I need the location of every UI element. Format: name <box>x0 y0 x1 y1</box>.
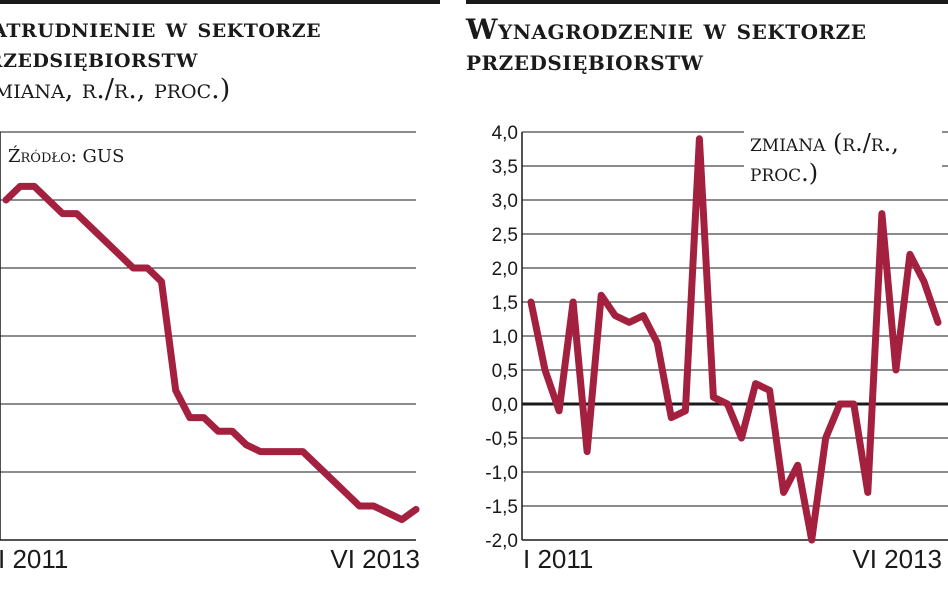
left-x-tick-label-start: I 2011 <box>0 544 68 574</box>
left-data-point <box>19 185 22 188</box>
right-data-point <box>922 280 925 283</box>
left-data-point <box>316 464 319 467</box>
right-y-tick-label: 3,5 <box>492 157 518 178</box>
right-data-point <box>796 464 799 467</box>
right-data-point <box>782 491 785 494</box>
right-x-tick-label-end: VI 2013 <box>852 544 942 574</box>
left-data-point <box>75 212 78 215</box>
right-y-tick-label: -1,5 <box>485 497 518 518</box>
left-series-line <box>2 182 420 524</box>
right-data-point <box>684 409 687 412</box>
left-data-point <box>33 185 36 188</box>
right-data-point <box>908 253 911 256</box>
left-data-point <box>245 443 248 446</box>
right-data-point <box>544 369 547 372</box>
left-data-point <box>118 253 121 256</box>
right-y-tick-label: 0,0 <box>492 395 518 416</box>
left-data-point <box>273 450 276 453</box>
right-data-point <box>768 389 771 392</box>
left-x-tick-label-end: VI 2013 <box>330 544 420 574</box>
right-data-point <box>530 301 533 304</box>
right-data-point <box>558 409 561 412</box>
right-data-point <box>866 491 869 494</box>
left-data-point <box>5 199 8 202</box>
right-data-point <box>614 314 617 317</box>
right-chart-annotation: zmiana (r./r., proc.) <box>744 128 942 190</box>
left-data-point <box>259 450 262 453</box>
left-data-point <box>386 511 389 514</box>
right-data-point <box>572 301 575 304</box>
right-y-tick-label: 0,5 <box>492 361 518 382</box>
left-data-point <box>174 389 177 392</box>
right-data-point <box>670 416 673 419</box>
left-data-point <box>132 267 135 270</box>
right-y-tick-label: 4,0 <box>492 123 518 144</box>
left-chart-title: Zatrudnienie w sektorze przedsiębiorstw <box>0 13 322 74</box>
left-data-point <box>400 518 403 521</box>
left-data-point <box>358 505 361 508</box>
right-data-point <box>880 212 883 215</box>
right-data-point <box>754 382 757 385</box>
left-data-point <box>287 450 290 453</box>
right-data-point <box>628 321 631 324</box>
left-data-point <box>217 430 220 433</box>
right-data-point <box>726 403 729 406</box>
right-data-point <box>600 294 603 297</box>
right-y-tick-label: 2,5 <box>492 225 518 246</box>
left-data-point <box>188 416 191 419</box>
right-data-point <box>642 314 645 317</box>
right-y-tick-label: 1,5 <box>492 293 518 314</box>
right-y-tick-label: 2,0 <box>492 259 518 280</box>
right-y-tick-label: 1,0 <box>492 327 518 348</box>
right-data-point <box>824 437 827 440</box>
right-data-point <box>894 369 897 372</box>
left-data-point <box>160 280 163 283</box>
right-y-tick-label: -2,0 <box>485 531 518 552</box>
left-data-point <box>47 199 50 202</box>
left-data-point <box>372 505 375 508</box>
right-x-tick-label-start: I 2011 <box>523 544 593 574</box>
left-data-point <box>61 212 64 215</box>
right-chart-title: Wynagrodzenie w sektorze przedsiębiorstw <box>466 13 867 77</box>
right-data-point <box>698 137 701 140</box>
right-data-point <box>656 341 659 344</box>
left-data-point <box>146 267 149 270</box>
right-y-tick-label: 3,0 <box>492 191 518 212</box>
left-chart-source-note: Źródło: GUS <box>8 146 129 167</box>
right-data-point <box>740 437 743 440</box>
right-data-point <box>712 396 715 399</box>
right-data-point <box>852 403 855 406</box>
left-data-point <box>103 239 106 242</box>
right-chart-top-rule <box>466 0 948 4</box>
left-data-point <box>415 508 418 511</box>
left-data-point <box>89 226 92 229</box>
left-data-point <box>344 491 347 494</box>
right-data-point <box>937 321 940 324</box>
left-chart-top-rule <box>0 0 440 4</box>
left-data-point <box>231 430 234 433</box>
right-data-point <box>810 539 813 542</box>
left-data-point <box>301 450 304 453</box>
right-data-point <box>838 403 841 406</box>
right-series-line <box>527 135 942 544</box>
left-data-point <box>202 416 205 419</box>
right-data-point <box>586 450 589 453</box>
left-data-point <box>330 477 333 480</box>
left-chart-subtitle: (zmiana, r./r., proc.) <box>0 74 231 105</box>
right-y-tick-label: -1,0 <box>485 463 518 484</box>
right-y-tick-label: -0,5 <box>485 429 518 450</box>
